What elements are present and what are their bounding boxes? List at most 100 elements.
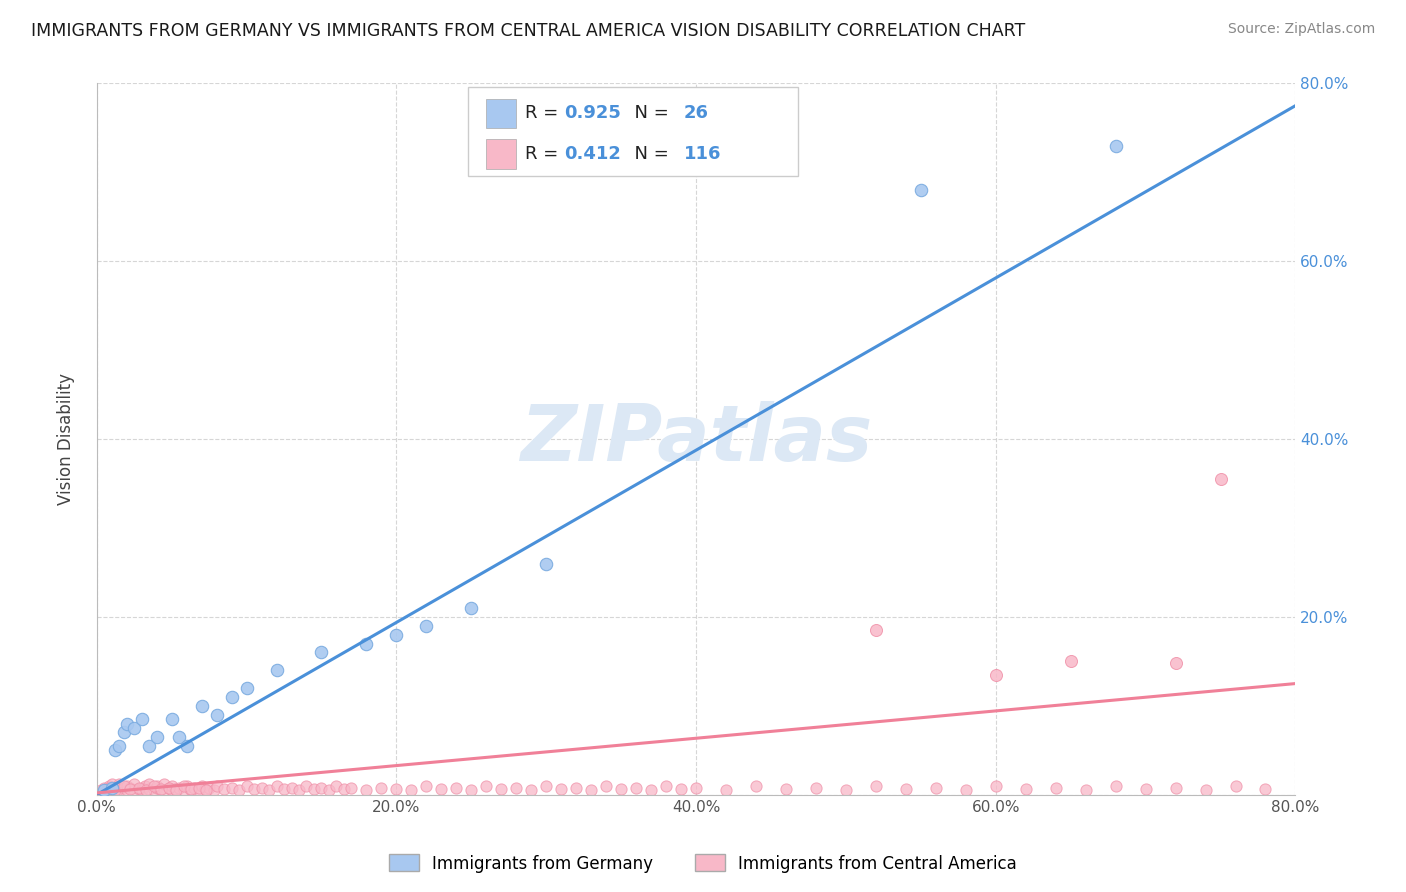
Point bbox=[194, 782, 217, 797]
Point bbox=[93, 780, 115, 795]
Point bbox=[138, 739, 160, 753]
Text: R =: R = bbox=[524, 104, 564, 122]
Text: 0.925: 0.925 bbox=[564, 104, 621, 122]
Point bbox=[865, 624, 887, 638]
Text: ZIPatlas: ZIPatlas bbox=[520, 401, 872, 477]
Point bbox=[221, 690, 243, 704]
Point bbox=[1209, 472, 1232, 486]
Point bbox=[640, 783, 662, 797]
Point bbox=[1104, 779, 1126, 793]
Point bbox=[97, 780, 120, 795]
Point bbox=[157, 780, 180, 795]
Point bbox=[610, 782, 633, 797]
Point bbox=[536, 779, 558, 793]
Point bbox=[520, 783, 543, 797]
Point bbox=[243, 782, 266, 797]
Point bbox=[187, 780, 209, 795]
Point bbox=[157, 780, 180, 795]
Point bbox=[475, 779, 498, 793]
Point bbox=[142, 779, 165, 793]
Point bbox=[115, 779, 138, 793]
Point bbox=[669, 782, 692, 797]
Point bbox=[984, 667, 1007, 681]
Point bbox=[134, 779, 156, 793]
Point bbox=[180, 782, 202, 797]
Point bbox=[108, 739, 131, 753]
Point bbox=[122, 721, 145, 735]
FancyBboxPatch shape bbox=[486, 139, 516, 169]
Point bbox=[104, 743, 127, 757]
Point bbox=[579, 783, 602, 797]
Point bbox=[190, 698, 212, 713]
Point bbox=[142, 783, 165, 797]
Point bbox=[266, 663, 288, 677]
FancyBboxPatch shape bbox=[468, 87, 799, 176]
Text: N =: N = bbox=[623, 104, 675, 122]
Point bbox=[228, 783, 250, 797]
Point bbox=[128, 782, 150, 797]
Point bbox=[302, 782, 325, 797]
Point bbox=[280, 780, 302, 795]
Point bbox=[167, 730, 190, 744]
Point bbox=[311, 780, 333, 795]
Point bbox=[118, 780, 141, 795]
Point bbox=[491, 782, 513, 797]
Point bbox=[550, 782, 572, 797]
Point bbox=[112, 780, 135, 795]
Point bbox=[205, 779, 228, 793]
Point bbox=[176, 739, 198, 753]
Point bbox=[153, 783, 176, 797]
Point bbox=[212, 782, 235, 797]
Point bbox=[714, 783, 737, 797]
Point bbox=[1045, 780, 1067, 795]
Point bbox=[138, 777, 160, 791]
Point bbox=[160, 712, 183, 726]
Point bbox=[894, 782, 917, 797]
Point bbox=[138, 782, 160, 797]
Point bbox=[1254, 782, 1277, 797]
Point bbox=[446, 780, 468, 795]
Text: N =: N = bbox=[623, 145, 675, 163]
Point bbox=[149, 782, 172, 797]
Point bbox=[1135, 782, 1157, 797]
Text: 116: 116 bbox=[685, 145, 721, 163]
Point bbox=[135, 783, 157, 797]
Point bbox=[167, 780, 190, 795]
Point bbox=[624, 780, 647, 795]
Point bbox=[865, 779, 887, 793]
Point bbox=[401, 783, 423, 797]
Point bbox=[153, 777, 176, 791]
Point bbox=[370, 780, 392, 795]
Point bbox=[1104, 138, 1126, 153]
Point bbox=[745, 779, 768, 793]
Point bbox=[190, 779, 212, 793]
Point bbox=[235, 779, 257, 793]
Point bbox=[202, 783, 225, 797]
Point bbox=[131, 783, 153, 797]
Point bbox=[460, 783, 482, 797]
Point bbox=[685, 780, 707, 795]
Point bbox=[115, 716, 138, 731]
Point bbox=[318, 783, 340, 797]
Point bbox=[173, 783, 195, 797]
Point bbox=[112, 725, 135, 739]
Point bbox=[96, 782, 118, 797]
Point bbox=[198, 780, 221, 795]
Point bbox=[288, 783, 311, 797]
Point bbox=[460, 601, 482, 615]
Text: Source: ZipAtlas.com: Source: ZipAtlas.com bbox=[1227, 22, 1375, 37]
Legend: Immigrants from Germany, Immigrants from Central America: Immigrants from Germany, Immigrants from… bbox=[382, 847, 1024, 880]
Point bbox=[835, 783, 858, 797]
Point bbox=[118, 782, 141, 797]
Point bbox=[955, 783, 977, 797]
Point bbox=[100, 777, 122, 791]
Point bbox=[100, 783, 122, 797]
Point bbox=[205, 707, 228, 722]
FancyBboxPatch shape bbox=[486, 98, 516, 128]
Point bbox=[145, 780, 167, 795]
Point bbox=[176, 779, 198, 793]
Point bbox=[160, 783, 183, 797]
Point bbox=[183, 780, 205, 795]
Text: IMMIGRANTS FROM GERMANY VS IMMIGRANTS FROM CENTRAL AMERICA VISION DISABILITY COR: IMMIGRANTS FROM GERMANY VS IMMIGRANTS FR… bbox=[31, 22, 1025, 40]
Point bbox=[235, 681, 257, 695]
